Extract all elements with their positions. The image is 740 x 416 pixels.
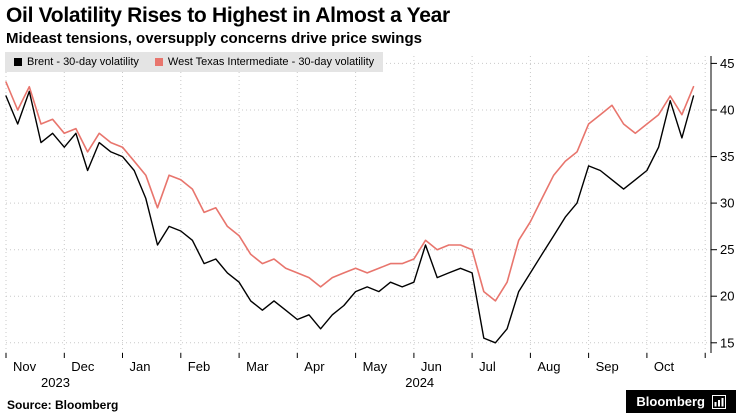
svg-text:45: 45 bbox=[720, 56, 734, 71]
svg-text:40: 40 bbox=[720, 103, 734, 118]
legend-item-brent: Brent - 30-day volatility bbox=[14, 56, 139, 68]
svg-text:20: 20 bbox=[720, 289, 734, 304]
svg-text:Feb: Feb bbox=[188, 359, 210, 374]
chart-legend: Brent - 30-day volatility West Texas Int… bbox=[5, 52, 384, 72]
svg-text:15: 15 bbox=[720, 335, 734, 350]
legend-label-wti: West Texas Intermediate - 30-day volatil… bbox=[167, 56, 375, 68]
svg-text:Jul: Jul bbox=[479, 359, 496, 374]
page-subtitle: Mideast tensions, oversupply concerns dr… bbox=[6, 30, 422, 47]
svg-text:25: 25 bbox=[720, 242, 734, 257]
svg-text:Jan: Jan bbox=[130, 359, 151, 374]
legend-item-wti: West Texas Intermediate - 30-day volatil… bbox=[154, 56, 375, 68]
svg-text:2024: 2024 bbox=[405, 375, 434, 390]
svg-text:Sep: Sep bbox=[596, 359, 619, 374]
svg-text:Mar: Mar bbox=[246, 359, 269, 374]
legend-swatch-1 bbox=[154, 58, 163, 66]
svg-text:Apr: Apr bbox=[304, 359, 325, 374]
svg-text:Nov: Nov bbox=[13, 359, 37, 374]
svg-text:30: 30 bbox=[720, 196, 734, 211]
page-title: Oil Volatility Rises to Highest in Almos… bbox=[6, 4, 450, 27]
volatility-chart: Nov Dec Jan Feb Mar Apr May Jun Jul Aug Sep Oct 2023… bbox=[5, 56, 734, 390]
svg-text:Dec: Dec bbox=[71, 359, 95, 374]
bloomberg-logo-text: Bloomberg bbox=[636, 394, 705, 409]
svg-text:Jun: Jun bbox=[421, 359, 442, 374]
legend-swatch-0 bbox=[14, 58, 22, 66]
svg-text:2023: 2023 bbox=[41, 375, 70, 390]
bloomberg-chart-icon bbox=[712, 394, 726, 409]
svg-text:Oct: Oct bbox=[654, 359, 675, 374]
source-note: Source: Bloomberg bbox=[7, 398, 119, 412]
legend-label-brent: Brent - 30-day volatility bbox=[27, 56, 139, 68]
bloomberg-logo: Bloomberg bbox=[626, 390, 736, 413]
svg-text:May: May bbox=[363, 359, 388, 374]
svg-text:35: 35 bbox=[720, 149, 734, 164]
svg-text:Aug: Aug bbox=[537, 359, 560, 374]
